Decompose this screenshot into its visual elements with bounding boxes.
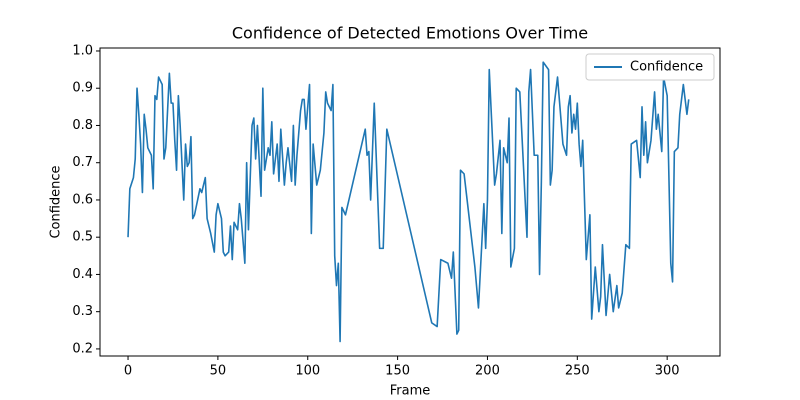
- y-axis-label: Confidence: [49, 165, 64, 238]
- chart-title: Confidence of Detected Emotions Over Tim…: [232, 24, 588, 43]
- x-tick-label: 0: [124, 364, 132, 379]
- x-tick-label: 200: [475, 364, 500, 379]
- y-tick-label: 1.0: [72, 43, 93, 58]
- y-tick-label: 0.9: [72, 81, 93, 96]
- plot-frame: [99, 47, 721, 357]
- y-tick-label: 0.5: [72, 230, 93, 245]
- y-tick-label: 0.4: [72, 267, 93, 282]
- x-tick-label: 300: [655, 364, 680, 379]
- x-axis-label: Frame: [390, 384, 431, 399]
- y-tick-label: 0.8: [72, 118, 93, 133]
- x-tick-label: 100: [295, 364, 320, 379]
- legend-label: Confidence: [630, 60, 703, 75]
- y-tick-label: 0.7: [72, 155, 93, 170]
- legend-box: [585, 53, 715, 81]
- y-tick-label: 0.3: [72, 304, 93, 319]
- x-tick-label: 150: [385, 364, 410, 379]
- x-tick-label: 250: [565, 364, 590, 379]
- y-tick-label: 0.6: [72, 192, 93, 207]
- x-tick-label: 50: [210, 364, 227, 379]
- y-tick-label: 0.2: [72, 341, 93, 356]
- data-line: [127, 61, 690, 343]
